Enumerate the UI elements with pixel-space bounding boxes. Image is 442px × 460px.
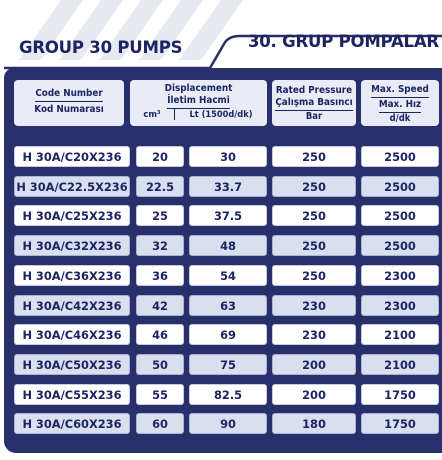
cell-code: H 30A/C20X236 [14, 146, 130, 167]
cell-rated-pressure: 250 [272, 175, 356, 197]
header-speed-tr: Max. Hız [378, 99, 422, 113]
cell-rated-pressure: 180 [272, 413, 356, 435]
header-rated-pressure: Rated Pressure Çalışma Basıncı Bar [272, 80, 356, 126]
cell-displacement-cm3: 25 [136, 205, 184, 227]
cell-displacement-cm3: 22.5 [136, 175, 184, 197]
cell-code: H 30A/C42X236 [14, 294, 130, 316]
cell-displacement-lt: 33.7 [189, 175, 267, 197]
cell-code: H 30A/C22.5X236 [14, 175, 130, 197]
cell-displacement-lt: 30 [189, 146, 267, 167]
cell-displacement-cm3: 60 [136, 413, 184, 435]
header-displacement-en: Displacement [164, 83, 233, 94]
cell-rated-pressure: 200 [272, 353, 356, 375]
cell-displacement-lt: 90 [189, 413, 267, 435]
cell-displacement-lt: 48 [189, 235, 267, 257]
cell-max-speed: 2500 [361, 146, 439, 167]
cell-rated-pressure: 230 [272, 294, 356, 316]
header-code-number: Code Number Kod Numarası [14, 80, 124, 126]
header-unit-cm3: cm³ [143, 109, 161, 120]
cell-code: H 30A/C46X236 [14, 324, 130, 346]
title-divider-line [4, 34, 442, 70]
header-unit-lt: Lt (1500d/dk) [189, 109, 253, 120]
cell-max-speed: 1750 [361, 413, 439, 435]
cell-displacement-cm3: 32 [136, 235, 184, 257]
header-pressure-en: Rated Pressure [275, 85, 353, 96]
title-turkish: 30. GRUP POMPALAR [248, 32, 439, 51]
cell-code: H 30A/C25X236 [14, 205, 130, 227]
cell-max-speed: 2300 [361, 264, 439, 286]
header-speed-unit: d/dk [389, 113, 411, 124]
cell-max-speed: 2500 [361, 175, 439, 197]
cell-code: H 30A/C50X236 [14, 353, 130, 375]
cell-max-speed: 2100 [361, 324, 439, 346]
cell-displacement-lt: 69 [189, 324, 267, 346]
cell-displacement-cm3: 46 [136, 324, 184, 346]
cell-displacement-lt: 63 [189, 294, 267, 316]
cell-displacement-lt: 54 [189, 264, 267, 286]
cell-rated-pressure: 250 [272, 205, 356, 227]
cell-displacement-cm3: 50 [136, 353, 184, 375]
cell-rated-pressure: 200 [272, 383, 356, 405]
header-pressure-unit: Bar [305, 111, 323, 122]
cell-code: H 30A/C32X236 [14, 235, 130, 257]
cell-rated-pressure: 250 [272, 235, 356, 257]
cell-displacement-cm3: 42 [136, 294, 184, 316]
cell-displacement-lt: 75 [189, 353, 267, 375]
header-code-tr: Kod Numarası [34, 104, 104, 115]
header-speed-en: Max. Speed [371, 84, 429, 98]
cell-displacement-cm3: 55 [136, 383, 184, 405]
header-max-speed: Max. Speed Max. Hız d/dk [361, 80, 439, 126]
cell-displacement-lt: 37.5 [189, 205, 267, 227]
cell-displacement-lt: 82.5 [189, 383, 267, 405]
cell-displacement-cm3: 36 [136, 264, 184, 286]
header-pressure-tr: Çalışma Basıncı [275, 97, 353, 111]
header-code-en: Code Number [35, 88, 103, 102]
header-displacement-tr: İletim Hacmi [167, 95, 230, 109]
header-displacement: Displacement İletim Hacmi cm³ Lt (1500d/… [130, 80, 267, 126]
cell-max-speed: 2300 [361, 294, 439, 316]
cell-code: H 30A/C60X236 [14, 413, 130, 435]
cell-displacement-cm3: 20 [136, 146, 184, 167]
cell-code: H 30A/C36X236 [14, 264, 130, 286]
cell-rated-pressure: 250 [272, 146, 356, 167]
cell-max-speed: 2100 [361, 353, 439, 375]
cell-max-speed: 2500 [361, 235, 439, 257]
cell-rated-pressure: 230 [272, 324, 356, 346]
cell-rated-pressure: 250 [272, 264, 356, 286]
cell-max-speed: 2500 [361, 205, 439, 227]
cell-max-speed: 1750 [361, 383, 439, 405]
title-english: GROUP 30 PUMPS [19, 38, 183, 57]
cell-code: H 30A/C55X236 [14, 383, 130, 405]
